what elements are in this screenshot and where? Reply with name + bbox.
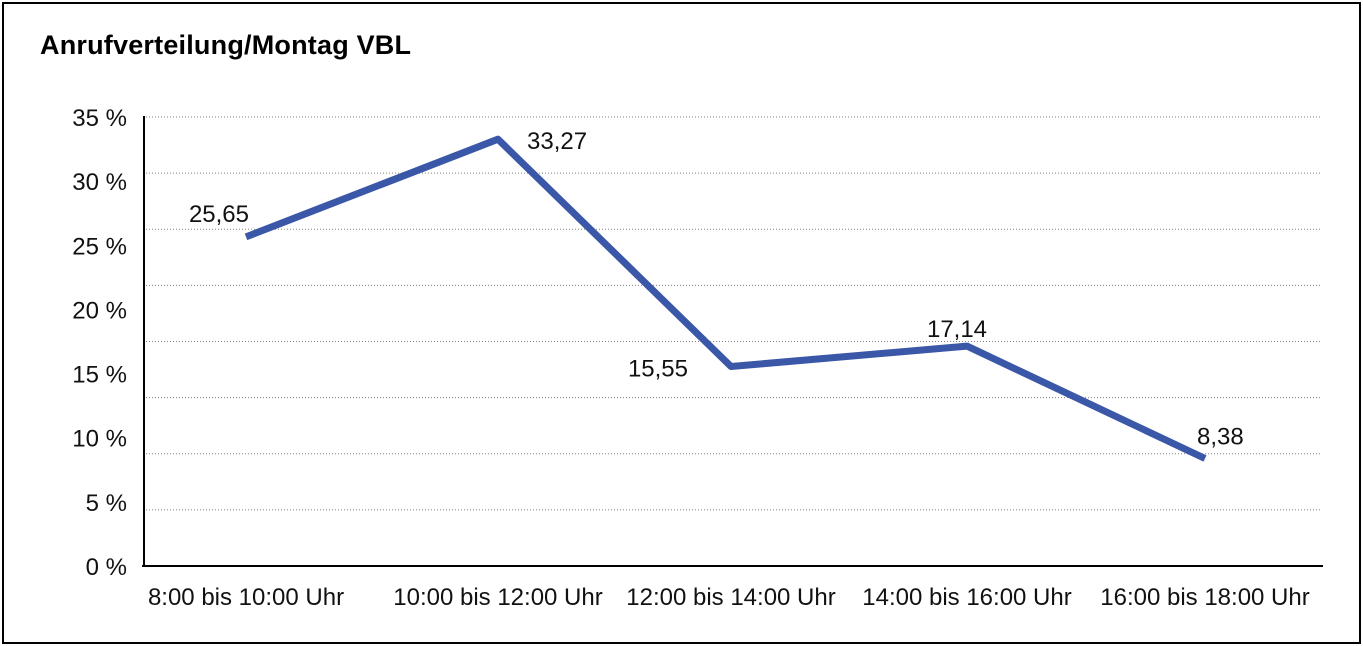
y-tick-label: 25 % [72, 233, 127, 260]
chart-title: Anrufverteilung/Montag VBL [40, 30, 412, 60]
x-category-label: 14:00 bis 16:00 Uhr [862, 584, 1071, 611]
y-tick-label: 0 % [86, 554, 127, 581]
y-tick-label: 5 % [86, 490, 127, 517]
series-line [244, 135, 1207, 462]
y-tick-label: 35 % [72, 105, 127, 132]
data-point-label: 15,55 [628, 356, 688, 383]
x-category-label: 8:00 bis 10:00 Uhr [148, 584, 344, 611]
y-tick-label: 15 % [72, 362, 127, 389]
y-tick-label: 10 % [72, 426, 127, 453]
x-category-label: 10:00 bis 12:00 Uhr [393, 584, 602, 611]
data-point-label: 25,65 [189, 201, 249, 228]
data-point-label: 8,38 [1197, 423, 1244, 450]
data-point-label: 33,27 [527, 128, 587, 155]
y-tick-label: 30 % [72, 169, 127, 196]
x-category-label: 12:00 bis 14:00 Uhr [626, 584, 835, 611]
x-category-label: 16:00 bis 18:00 Uhr [1100, 584, 1309, 611]
data-point-label: 17,14 [927, 316, 987, 343]
y-tick-label: 20 % [72, 297, 127, 324]
